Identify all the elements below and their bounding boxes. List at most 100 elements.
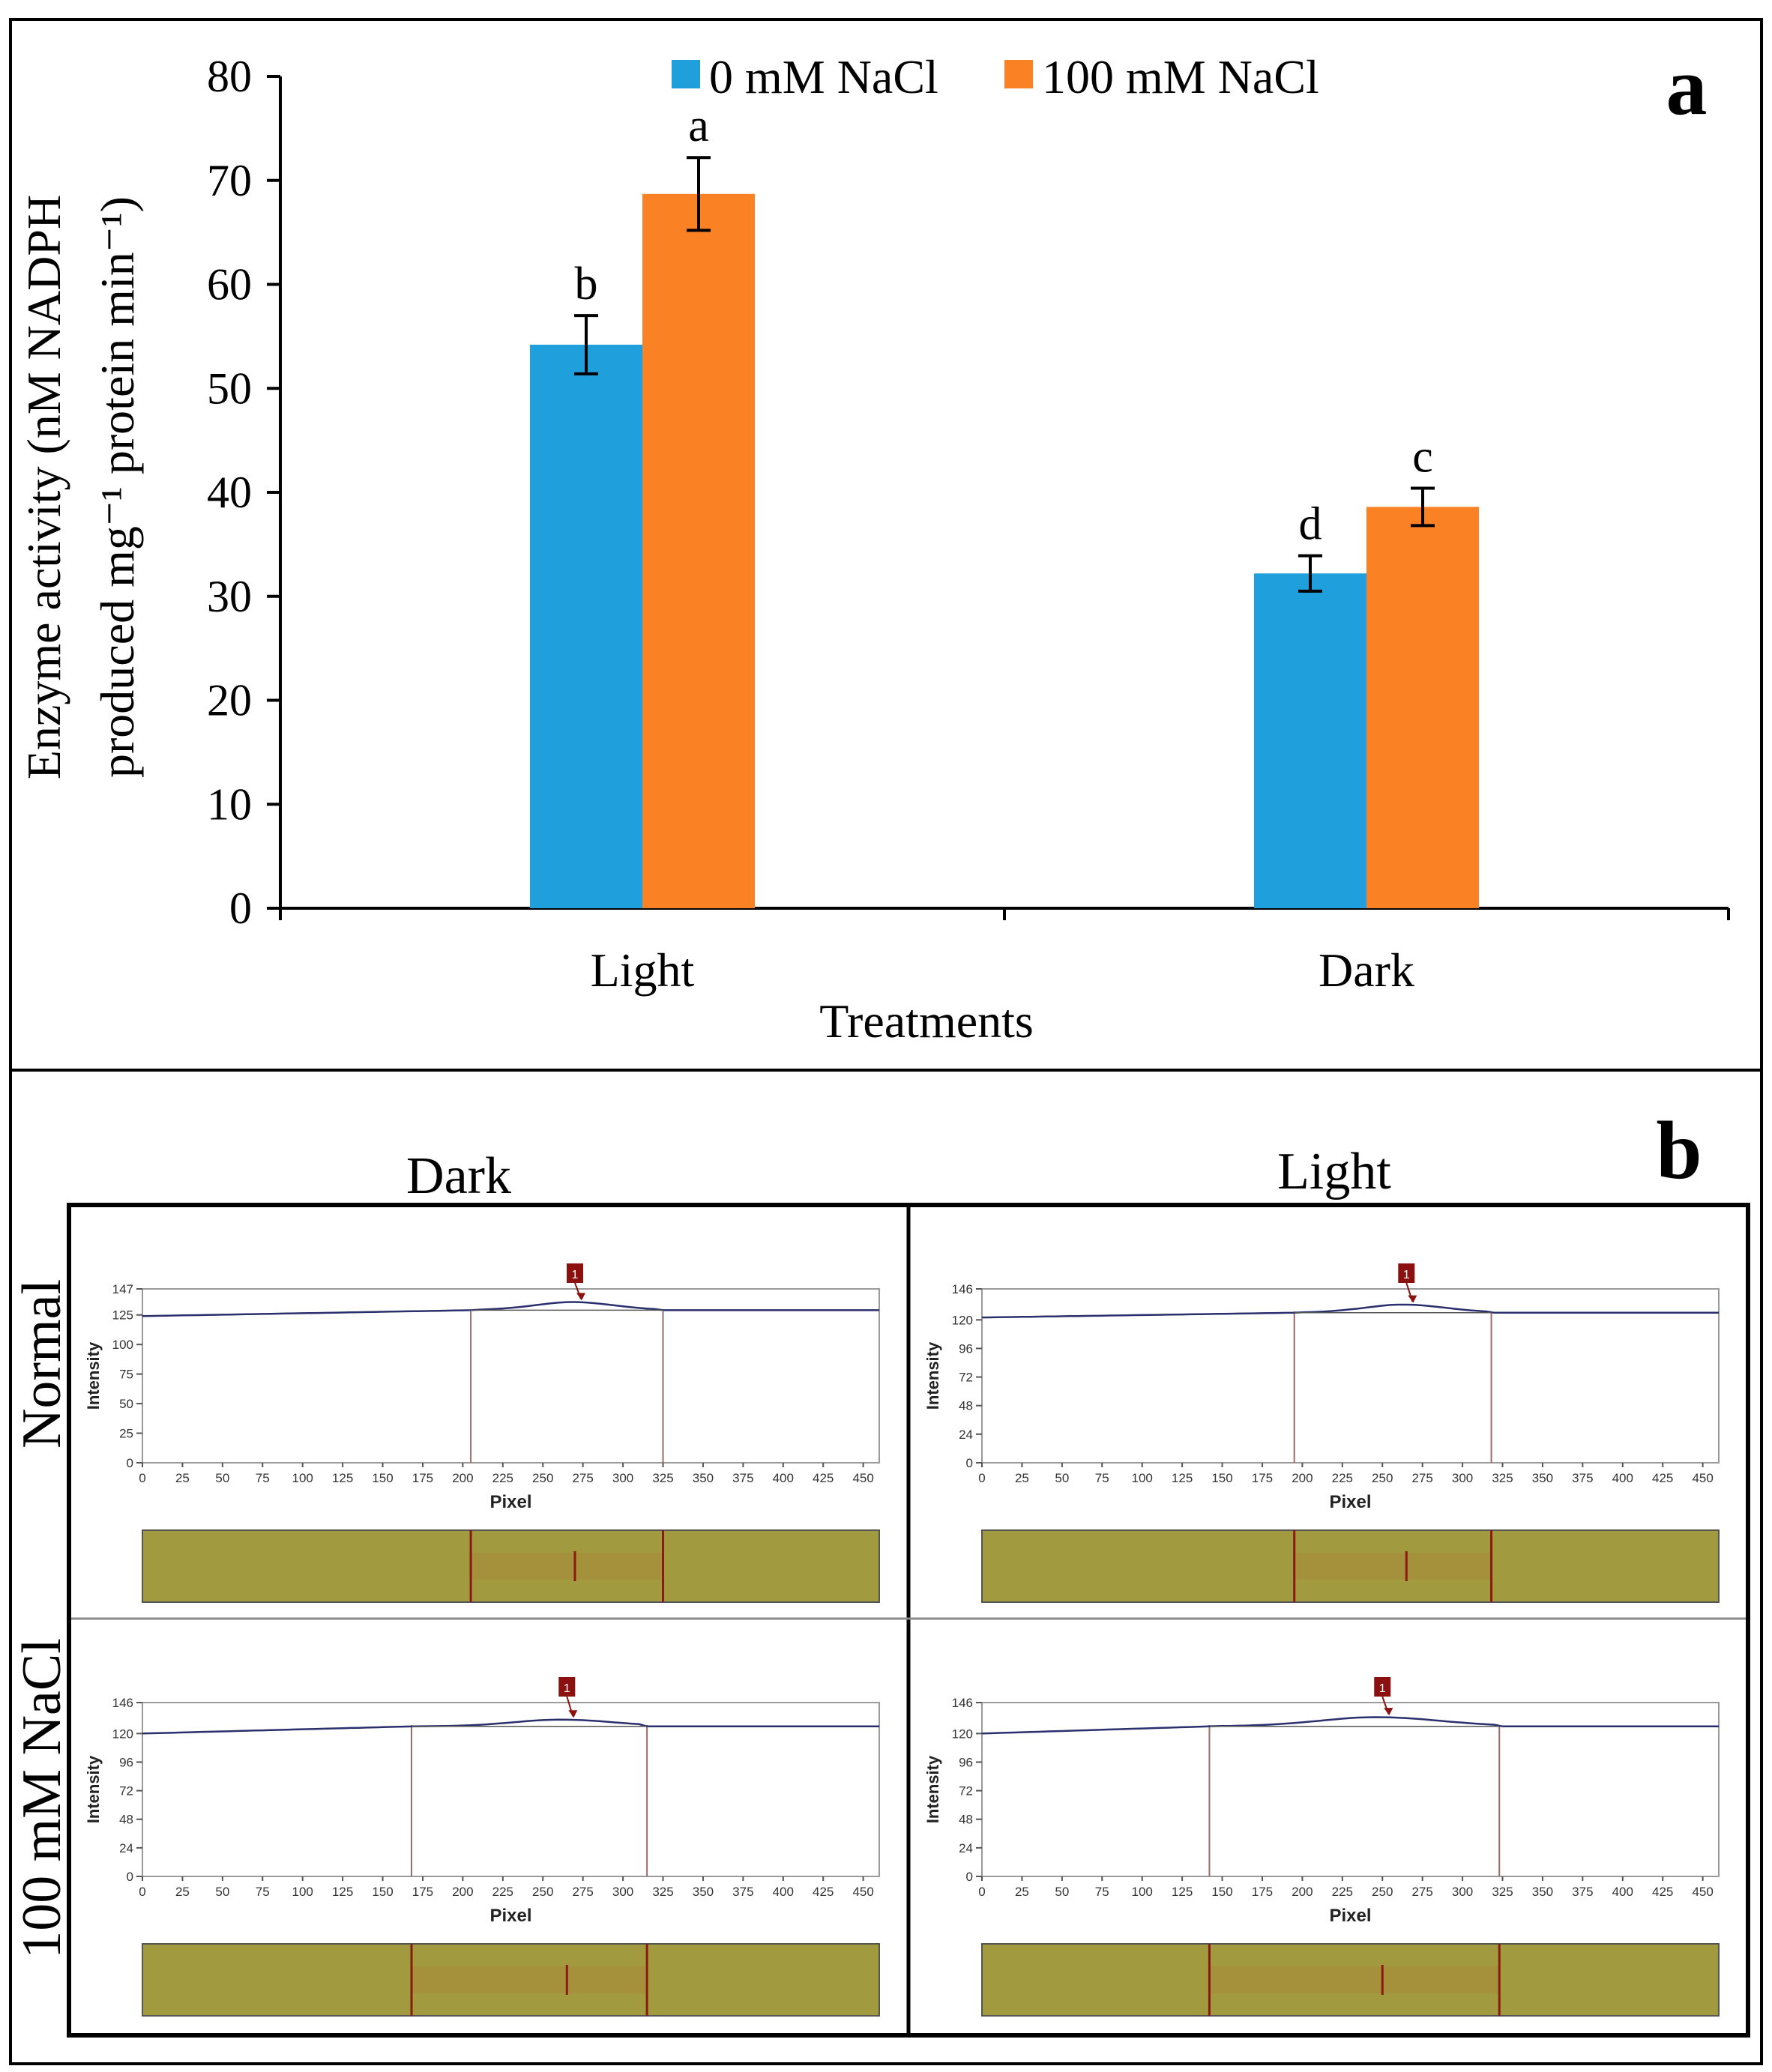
gel-band-region (1294, 1553, 1492, 1580)
plot-x-tick-label: 425 (1652, 1885, 1673, 1899)
plot-y-tick-label: 25 (119, 1427, 133, 1441)
plot-x-tick-label: 450 (1692, 1471, 1713, 1485)
plot-x-tick-label: 425 (813, 1471, 834, 1485)
plot-y-tick-label: 146 (952, 1696, 973, 1710)
plot-x-tick-label: 200 (452, 1471, 473, 1485)
plot-x-tick-label: 200 (1292, 1471, 1313, 1485)
plot-x-tick-label: 0 (139, 1471, 145, 1485)
plot-frame (981, 1288, 1720, 1464)
peak-arrow-head (1408, 1295, 1417, 1303)
plot-y-axis-label: Intensity (84, 1341, 103, 1410)
y-tick-label: 20 (207, 676, 252, 725)
plot-x-tick-label: 400 (773, 1885, 794, 1899)
column-label-dark: Dark (406, 1147, 511, 1205)
plot-x-tick-label: 350 (693, 1471, 714, 1485)
gel-band-region (471, 1553, 663, 1580)
plot-x-tick-label: 200 (452, 1885, 473, 1899)
legend: 0 mM NaCl 100 mM NaCl (672, 50, 1319, 103)
plot-x-tick-label: 175 (1252, 1885, 1273, 1899)
panel-b-letter: b (1656, 1105, 1702, 1196)
plot-y-tick-label: 24 (119, 1841, 133, 1855)
plot-y-tick-label: 0 (966, 1870, 973, 1884)
plot-x-tick-label: 375 (732, 1471, 753, 1485)
plot-y-tick-label: 100 (112, 1338, 133, 1352)
plot-x-tick-label: 400 (1612, 1471, 1633, 1485)
plot-y-tick-label: 146 (112, 1696, 133, 1710)
plot-frame (981, 1702, 1720, 1877)
plot-y-tick-label: 125 (112, 1308, 133, 1323)
plot-x-tick-label: 0 (978, 1471, 985, 1485)
plot-x-tick-label: 250 (532, 1885, 553, 1899)
significance-letter: d (1299, 499, 1322, 550)
plot-y-axis-label: Intensity (923, 1755, 942, 1823)
plot-y-tick-label: 24 (959, 1841, 973, 1855)
plot-x-tick-label: 325 (652, 1885, 673, 1899)
peak-marker-label: 1 (1403, 1269, 1410, 1281)
plot-x-tick-label: 225 (1332, 1885, 1353, 1899)
plot-y-tick-label: 96 (959, 1755, 973, 1769)
plot-x-tick-label: 375 (732, 1885, 753, 1899)
panel-a: a 0 mM NaCl 100 mM NaCl 0 10 20 30 40 50 60 70 8… (9, 18, 1763, 1072)
row-label-normal-wrap: Normal (11, 1279, 73, 1449)
plot-y-tick-label: 72 (959, 1784, 973, 1798)
plot-x-tick-label: 50 (215, 1885, 229, 1899)
plot-frame (142, 1702, 880, 1877)
plot-nacl-light: 146 120 96 72 48 24 00 25 50 75 100 125 150 175 200 225… (923, 1677, 1720, 2017)
y-tick-label: 60 (207, 260, 252, 309)
plot-x-tick-label: 125 (1172, 1885, 1193, 1899)
significance-letter: a (688, 100, 709, 151)
peak-marker-label: 1 (572, 1269, 579, 1281)
legend-label-100mm: 100 mM NaCl (1042, 50, 1319, 103)
plot-x-tick-label: 350 (693, 1885, 714, 1899)
plot-x-tick-label: 25 (1015, 1471, 1029, 1485)
plot-x-tick-label: 25 (1015, 1885, 1029, 1899)
intensity-profile (981, 1716, 1719, 1735)
row-label-nacl-wrap: 100 mM NaCl (11, 1638, 73, 1959)
legend-swatch-100mm (1004, 60, 1033, 88)
intensity-profile (981, 1303, 1719, 1319)
peak-marker (1374, 1677, 1391, 1697)
x-tick-label: Light (591, 943, 695, 997)
chart-bars: b a d c (530, 100, 1479, 909)
plot-x-tick-label: 225 (492, 1885, 513, 1899)
plot-y-tick-label: 48 (959, 1399, 973, 1413)
plot-normal-light: 146 120 96 72 48 24 00 25 50 75 100 125 150 175 200 225… (923, 1263, 1720, 1603)
plot-x-tick-label: 450 (852, 1885, 873, 1899)
y-tick-label: 30 (207, 572, 252, 621)
panel-b: b Dark Light Normal 100 mM NaCl 14712510… (9, 1069, 1763, 2065)
legend-label-0mm: 0 mM NaCl (709, 50, 938, 103)
plot-x-tick-label: 150 (1211, 1471, 1232, 1485)
plot-x-tick-label: 50 (1055, 1471, 1069, 1485)
plot-x-tick-label: 100 (1132, 1471, 1153, 1485)
plot-x-tick-label: 400 (773, 1471, 794, 1485)
plot-x-tick-label: 375 (1572, 1885, 1593, 1899)
y-axis-label-line1: Enzyme activity (nM NADPH (17, 195, 70, 779)
row-label-nacl: 100 mM NaCl (11, 1638, 73, 1959)
plot-x-tick-label: 450 (1692, 1885, 1713, 1899)
plot-y-tick-label: 0 (966, 1456, 973, 1470)
plot-x-axis-label: Pixel (489, 1492, 531, 1512)
plot-y-tick-label: 147 (112, 1282, 133, 1296)
plot-y-tick-label: 146 (952, 1282, 973, 1296)
plot-x-tick-label: 0 (139, 1885, 145, 1899)
y-tick-label: 0 (229, 884, 252, 933)
plot-x-tick-label: 400 (1612, 1885, 1633, 1899)
plot-x-tick-label: 50 (1055, 1885, 1069, 1899)
panel-a-letter: a (1666, 40, 1708, 132)
plot-x-tick-label: 450 (852, 1471, 873, 1485)
peak-marker (558, 1677, 576, 1697)
plot-x-tick-label: 125 (332, 1471, 353, 1485)
plot-y-tick-label: 0 (127, 1456, 133, 1470)
plot-y-tick-label: 120 (112, 1727, 133, 1741)
plot-nacl-dark: 146 120 96 72 48 24 00 25 50 75 100 125 150 175 200 225… (84, 1677, 880, 2017)
intensity-profile (142, 1718, 879, 1735)
plot-x-tick-label: 425 (813, 1885, 834, 1899)
plot-x-tick-label: 350 (1532, 1885, 1553, 1899)
plot-x-tick-label: 175 (412, 1885, 433, 1899)
plot-x-tick-label: 150 (372, 1471, 393, 1485)
peak-marker (566, 1263, 583, 1283)
plot-x-tick-label: 250 (1372, 1885, 1393, 1899)
y-axis-title: Enzyme activity (nM NADPH produced mg⁻¹ … (17, 195, 144, 779)
plot-x-tick-label: 225 (492, 1471, 513, 1485)
